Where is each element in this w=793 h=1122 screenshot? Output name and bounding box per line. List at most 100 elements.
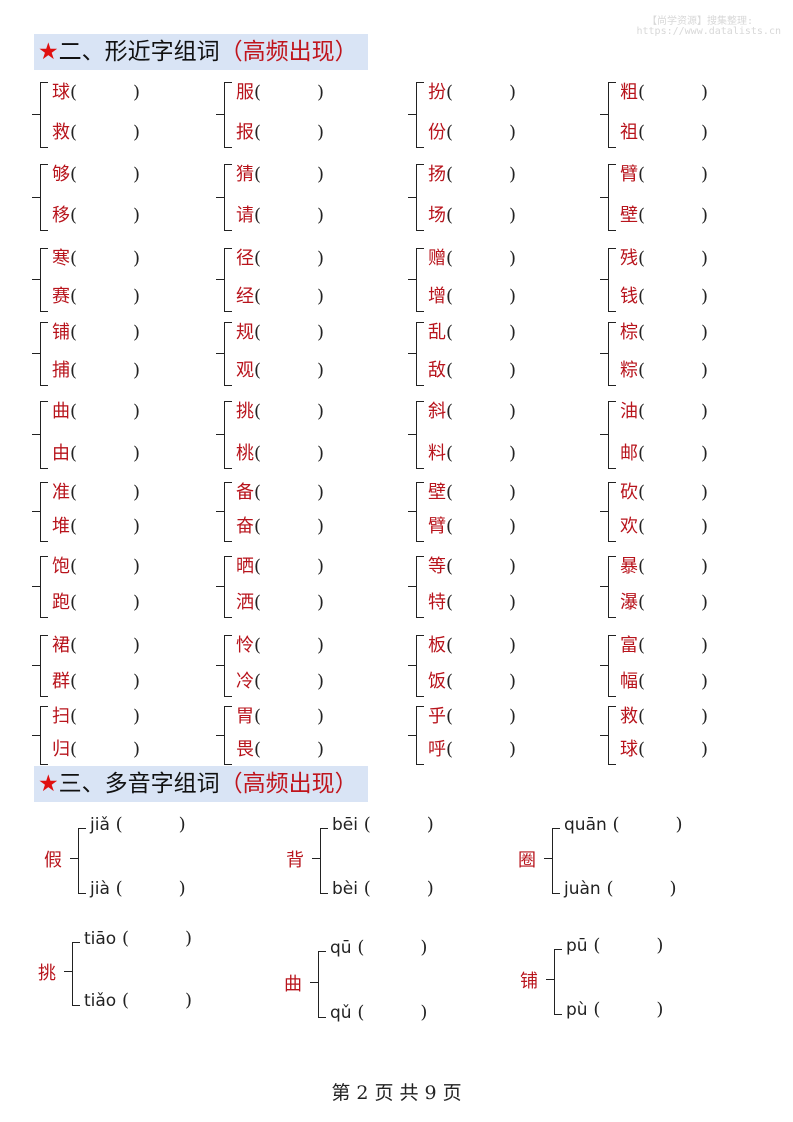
word-blank[interactable]: 备(): [236, 482, 325, 503]
word-blank[interactable]: 粗(): [620, 82, 709, 103]
word-blank[interactable]: 球(): [52, 82, 141, 103]
word-blank[interactable]: 增(): [428, 286, 517, 307]
word-blank[interactable]: 曲(): [52, 401, 141, 422]
word-blank[interactable]: 畏(): [236, 739, 325, 760]
word-blank[interactable]: 猜(): [236, 164, 325, 185]
character: 臂: [620, 164, 638, 185]
word-blank[interactable]: 归(): [52, 739, 141, 760]
watermark-line1: 【尚学资源】搜集整理:: [646, 16, 753, 27]
word-blank[interactable]: 径(): [236, 248, 325, 269]
bracket: [416, 635, 424, 697]
word-blank[interactable]: 臂(): [620, 164, 709, 185]
character: 洒: [236, 592, 254, 613]
bracket-tick: [600, 196, 608, 198]
word-blank[interactable]: 由(): [52, 443, 141, 464]
word-blank[interactable]: 赠(): [428, 248, 517, 269]
pinyin-blank[interactable]: pù (): [566, 999, 664, 1020]
word-blank[interactable]: 粽(): [620, 360, 709, 381]
word-blank[interactable]: 球(): [620, 739, 709, 760]
word-blank[interactable]: 乱(): [428, 322, 517, 343]
word-blank[interactable]: 幅(): [620, 671, 709, 692]
pinyin-blank[interactable]: jiǎ (): [90, 814, 186, 835]
bracket-tick: [216, 586, 224, 587]
word-blank[interactable]: 邮(): [620, 443, 709, 464]
word-blank[interactable]: 寒(): [52, 248, 141, 269]
word-blank[interactable]: 扫(): [52, 706, 141, 727]
word-blank[interactable]: 救(): [620, 706, 709, 727]
word-blank[interactable]: 奋(): [236, 516, 325, 537]
word-blank[interactable]: 跑(): [52, 592, 141, 613]
pinyin-blank[interactable]: jià (): [90, 878, 186, 899]
word-blank[interactable]: 观(): [236, 360, 325, 381]
word-blank[interactable]: 群(): [52, 671, 141, 692]
word-blank[interactable]: 移(): [52, 205, 141, 226]
character: 救: [620, 706, 638, 727]
word-blank[interactable]: 扬(): [428, 164, 517, 185]
bracket-tick: [216, 353, 224, 354]
word-blank[interactable]: 欢(): [620, 516, 709, 537]
pinyin-blank[interactable]: tiǎo (): [84, 990, 193, 1011]
star-icon: ★: [38, 771, 59, 797]
word-blank[interactable]: 棕(): [620, 322, 709, 343]
word-blank[interactable]: 救(): [52, 122, 141, 143]
word-blank[interactable]: 特(): [428, 592, 517, 613]
word-blank[interactable]: 胃(): [236, 706, 325, 727]
word-blank[interactable]: 铺(): [52, 322, 141, 343]
pinyin-blank[interactable]: quān (): [564, 814, 683, 835]
word-blank[interactable]: 壁(): [428, 482, 517, 503]
word-blank[interactable]: 怜(): [236, 635, 325, 656]
word-blank[interactable]: 呼(): [428, 739, 517, 760]
word-blank[interactable]: 服(): [236, 82, 325, 103]
word-blank[interactable]: 冷(): [236, 671, 325, 692]
word-blank[interactable]: 准(): [52, 482, 141, 503]
word-blank[interactable]: 经(): [236, 286, 325, 307]
word-blank[interactable]: 场(): [428, 205, 517, 226]
bracket-tick: [312, 858, 320, 859]
word-blank[interactable]: 瀑(): [620, 592, 709, 613]
word-blank[interactable]: 富(): [620, 635, 709, 656]
word-blank[interactable]: 敌(): [428, 360, 517, 381]
word-blank[interactable]: 暴(): [620, 556, 709, 577]
bracket-tick: [546, 979, 554, 980]
word-blank[interactable]: 砍(): [620, 482, 709, 503]
word-blank[interactable]: 饭(): [428, 671, 517, 692]
word-blank[interactable]: 堆(): [52, 516, 141, 537]
word-blank[interactable]: 等(): [428, 556, 517, 577]
word-blank[interactable]: 晒(): [236, 556, 325, 577]
pinyin-blank[interactable]: bèi (): [332, 878, 434, 899]
section-3-highlight: （高频出现）: [219, 771, 358, 797]
pinyin-blank[interactable]: qǔ (): [330, 1002, 428, 1023]
bracket: [224, 482, 232, 542]
character: 乱: [428, 322, 446, 343]
word-blank[interactable]: 残(): [620, 248, 709, 269]
word-blank[interactable]: 赛(): [52, 286, 141, 307]
word-blank[interactable]: 桃(): [236, 443, 325, 464]
pinyin-blank[interactable]: bēi (): [332, 814, 434, 835]
word-blank[interactable]: 料(): [428, 443, 517, 464]
word-blank[interactable]: 钱(): [620, 286, 709, 307]
word-blank[interactable]: 挑(): [236, 401, 325, 422]
word-blank[interactable]: 油(): [620, 401, 709, 422]
word-blank[interactable]: 够(): [52, 164, 141, 185]
word-blank[interactable]: 份(): [428, 122, 517, 143]
word-blank[interactable]: 裙(): [52, 635, 141, 656]
word-blank[interactable]: 板(): [428, 635, 517, 656]
bracket: [608, 556, 616, 618]
word-blank[interactable]: 规(): [236, 322, 325, 343]
word-blank[interactable]: 洒(): [236, 592, 325, 613]
word-blank[interactable]: 壁(): [620, 205, 709, 226]
word-blank[interactable]: 饱(): [52, 556, 141, 577]
word-blank[interactable]: 报(): [236, 122, 325, 143]
word-blank[interactable]: 扮(): [428, 82, 517, 103]
word-blank[interactable]: 祖(): [620, 122, 709, 143]
word-blank[interactable]: 乎(): [428, 706, 517, 727]
pinyin-blank[interactable]: pū (): [566, 935, 664, 956]
word-blank[interactable]: 臂(): [428, 516, 517, 537]
word-blank[interactable]: 捕(): [52, 360, 141, 381]
word-blank[interactable]: 斜(): [428, 401, 517, 422]
pinyin: tiāo: [84, 929, 117, 949]
word-blank[interactable]: 请(): [236, 205, 325, 226]
pinyin-blank[interactable]: tiāo (): [84, 928, 193, 949]
pinyin-blank[interactable]: juàn (): [564, 878, 677, 899]
pinyin-blank[interactable]: qū (): [330, 937, 428, 958]
